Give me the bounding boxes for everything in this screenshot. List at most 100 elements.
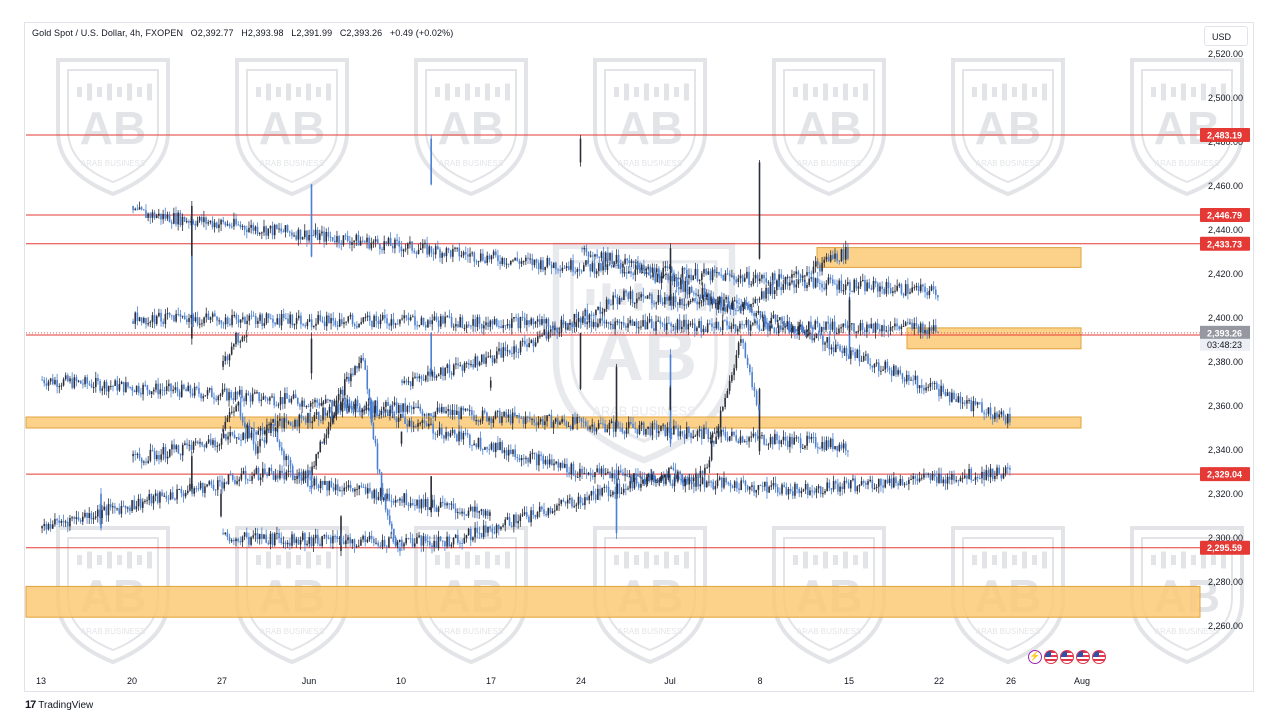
candle-body <box>643 478 646 482</box>
candle-body <box>270 423 273 425</box>
candle-body <box>461 365 464 371</box>
candle-body <box>550 264 553 269</box>
candle-body <box>732 303 735 311</box>
candle-body <box>814 278 817 288</box>
candle-body <box>874 323 877 333</box>
candle-body <box>116 508 118 510</box>
candle-body <box>639 267 641 273</box>
candle-body <box>293 323 296 326</box>
supply-demand-zone[interactable] <box>906 327 1082 350</box>
candle-body <box>233 434 236 439</box>
candle-body <box>364 486 367 494</box>
candle-body <box>405 493 408 505</box>
candle-body <box>509 414 512 424</box>
candle-body <box>133 500 136 510</box>
candle-body <box>173 315 175 322</box>
candle-body <box>909 322 911 324</box>
candle-body <box>387 410 389 417</box>
candle-body <box>554 418 557 422</box>
candle-body <box>773 327 776 333</box>
candle-body <box>597 423 600 429</box>
candle-body <box>248 227 250 232</box>
candle-body <box>255 467 258 474</box>
candle-body <box>708 294 710 301</box>
candle-body <box>482 525 485 538</box>
candle-body <box>164 314 167 324</box>
candle-body <box>464 408 467 411</box>
candle-body <box>364 241 366 243</box>
candle-body <box>422 536 425 546</box>
candle-body <box>748 486 751 490</box>
candle-body <box>132 205 134 211</box>
candle-body <box>653 267 656 273</box>
candle-body <box>419 422 421 424</box>
candle-body <box>702 328 705 333</box>
candle-body <box>54 519 56 525</box>
candle-body <box>175 313 177 322</box>
candle-body <box>452 326 455 328</box>
candle-body <box>732 324 735 327</box>
candle-body <box>356 399 359 407</box>
candle-body <box>761 314 764 318</box>
candle-body <box>316 229 319 240</box>
candle-body <box>125 382 127 392</box>
candle-body <box>655 424 658 434</box>
candle-body <box>834 253 836 259</box>
watermark-text: ARAB BUSINESS <box>976 159 1040 168</box>
candle-body <box>467 254 469 257</box>
candle-body <box>488 417 490 422</box>
candle-body <box>143 461 145 463</box>
candle-body <box>625 272 628 274</box>
candle-body <box>192 221 194 224</box>
candle-body <box>529 416 531 420</box>
candle-body <box>621 268 624 274</box>
candle-body <box>64 375 67 380</box>
candle-body <box>258 533 261 540</box>
candle-body <box>498 410 501 423</box>
supply-demand-zone[interactable] <box>816 247 1082 268</box>
candle-body <box>455 363 457 365</box>
candle-body <box>924 329 926 334</box>
candle-body <box>342 398 344 402</box>
candle-body <box>478 362 481 366</box>
candle-body <box>469 528 472 541</box>
candle-body <box>683 304 686 306</box>
candle-body <box>315 323 317 326</box>
candle-body <box>880 370 882 372</box>
candle-body <box>658 481 661 483</box>
candle-body <box>210 481 213 485</box>
candle-body <box>626 258 629 261</box>
candle-body <box>297 315 300 319</box>
candle-body <box>842 290 845 292</box>
candle-body <box>299 404 301 407</box>
candle-body <box>889 288 892 293</box>
candle-body <box>696 301 698 305</box>
candle-body <box>610 265 613 268</box>
candle-body <box>181 216 184 226</box>
candle-body <box>444 367 446 377</box>
candle-body <box>742 304 745 311</box>
candle-body <box>700 429 703 439</box>
candle-body <box>166 214 169 219</box>
candle-body <box>559 422 561 425</box>
candle-body <box>926 291 928 296</box>
candle-body <box>302 477 305 481</box>
candle-body <box>881 325 883 332</box>
candle-body <box>90 513 93 520</box>
candle-body <box>807 333 809 337</box>
candle-body <box>933 382 936 384</box>
candle-body <box>96 509 99 517</box>
candle-body <box>621 427 624 432</box>
candle-body <box>872 280 875 290</box>
candle-body <box>637 474 639 477</box>
candle-body <box>816 320 819 324</box>
supply-demand-zone[interactable] <box>25 585 1201 618</box>
candle-body <box>668 427 671 434</box>
candle-body <box>598 256 601 258</box>
candle-body <box>585 248 588 253</box>
candle-body <box>45 383 48 386</box>
candle-body <box>430 138 432 185</box>
candle-body <box>615 254 618 263</box>
